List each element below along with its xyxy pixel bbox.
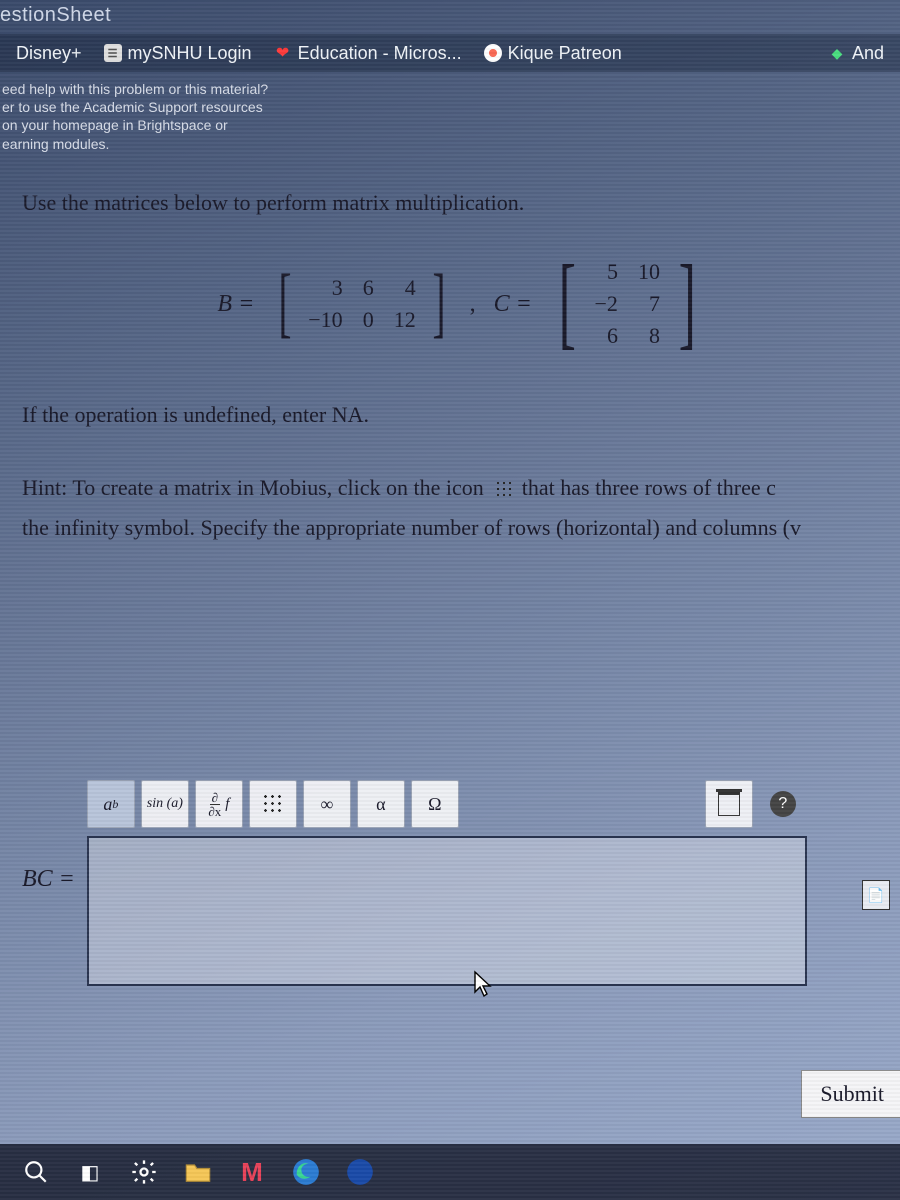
b-cell: 6 bbox=[353, 272, 384, 304]
app-blue-icon[interactable] bbox=[344, 1156, 376, 1188]
patreon-label: Kique Patreon bbox=[508, 43, 622, 64]
bracket-icon: ] bbox=[679, 266, 696, 339]
b-label: B = bbox=[217, 291, 254, 318]
matrix-c: [ 510 −27 68 ] bbox=[550, 256, 705, 352]
b-cell: 3 bbox=[298, 272, 352, 304]
derivative-button[interactable]: ∂∂x f bbox=[195, 780, 243, 828]
disney-label: Disney+ bbox=[16, 43, 82, 64]
settings-icon[interactable] bbox=[128, 1156, 160, 1188]
problem-content: Use the matrices below to perform matrix… bbox=[22, 190, 900, 547]
exp-a: a bbox=[103, 794, 112, 815]
inf-label: ∞ bbox=[320, 794, 333, 815]
matrices-display: B = [ 364 −10012 ] , C = [ 510 −27 68 ] bbox=[22, 256, 900, 352]
delete-button[interactable] bbox=[705, 780, 753, 828]
preview-button[interactable]: 📄 bbox=[862, 880, 890, 910]
instruction-text: Use the matrices below to perform matrix… bbox=[22, 190, 900, 216]
infinity-button[interactable]: ∞ bbox=[303, 780, 351, 828]
answer-label: BC = bbox=[22, 866, 75, 893]
c-label: C = bbox=[494, 291, 532, 318]
matrix-b: [ 364 −10012 ] bbox=[272, 272, 451, 336]
d-bot: ∂x bbox=[208, 805, 221, 818]
matrix-grid-icon bbox=[493, 478, 513, 498]
patreon-icon bbox=[484, 44, 502, 62]
cursor-icon bbox=[472, 970, 494, 998]
submit-button[interactable]: Submit bbox=[801, 1070, 900, 1118]
alpha-label: α bbox=[376, 794, 385, 815]
exponent-button[interactable]: ab bbox=[87, 780, 135, 828]
answer-row: BC = ab sin (a) ∂∂x f ∞ α Ω ? bbox=[22, 780, 900, 986]
trig-button[interactable]: sin (a) bbox=[141, 780, 189, 828]
c-cell: 6 bbox=[585, 320, 628, 352]
bracket-icon: [ bbox=[279, 275, 292, 330]
hint-pre: Hint: To create a matrix in Mobius, clic… bbox=[22, 468, 484, 508]
c-cell: 7 bbox=[628, 288, 670, 320]
hint-post: that has three rows of three c bbox=[522, 468, 776, 508]
omega-button[interactable]: Ω bbox=[411, 780, 459, 828]
taskbar: ◧ M bbox=[0, 1144, 900, 1200]
equation-toolbar: ab sin (a) ∂∂x f ∞ α Ω ? bbox=[87, 780, 807, 828]
heart-icon: ❤ bbox=[274, 44, 292, 62]
help-text: eed help with this problem or this mater… bbox=[0, 76, 310, 157]
exp-b: b bbox=[112, 797, 118, 812]
hint-line-2: the infinity symbol. Specify the appropr… bbox=[22, 508, 900, 548]
snhu-label: mySNHU Login bbox=[128, 43, 252, 64]
b-cell: 0 bbox=[353, 304, 384, 336]
hint-line-1: Hint: To create a matrix in Mobius, clic… bbox=[22, 468, 900, 508]
explorer-icon[interactable] bbox=[182, 1156, 214, 1188]
c-cell: 10 bbox=[628, 256, 670, 288]
doc-icon: ☰ bbox=[104, 44, 122, 62]
c-cell: −2 bbox=[585, 288, 628, 320]
c-cell: 8 bbox=[628, 320, 670, 352]
grid-dots-icon bbox=[262, 793, 284, 815]
edu-label: Education - Micros... bbox=[298, 43, 462, 64]
hint-line2-text: the infinity symbol. Specify the appropr… bbox=[22, 508, 801, 548]
diamond-icon: ◆ bbox=[828, 44, 846, 62]
trig-label: sin (a) bbox=[147, 796, 183, 812]
task-view-icon[interactable]: ◧ bbox=[74, 1156, 106, 1188]
edge-icon[interactable] bbox=[290, 1156, 322, 1188]
bookmark-bar: Disney+ ☰ mySNHU Login ❤ Education - Mic… bbox=[0, 34, 900, 72]
b-cell: −10 bbox=[298, 304, 352, 336]
bookmark-and[interactable]: ◆ And bbox=[820, 39, 892, 68]
and-label: And bbox=[852, 43, 884, 64]
tab-title: estionSheet bbox=[0, 4, 111, 27]
bracket-icon: ] bbox=[432, 275, 445, 330]
bookmark-patreon[interactable]: Kique Patreon bbox=[476, 39, 630, 68]
d-f: f bbox=[225, 796, 229, 813]
b-cell: 12 bbox=[384, 304, 426, 336]
help-button[interactable]: ? bbox=[759, 780, 807, 828]
page-icon: 📄 bbox=[867, 887, 884, 904]
d-top: ∂ bbox=[210, 791, 220, 805]
matrix-button[interactable] bbox=[249, 780, 297, 828]
omega-label: Ω bbox=[428, 794, 441, 815]
b-cell: 4 bbox=[384, 272, 426, 304]
app-m-icon[interactable]: M bbox=[236, 1156, 268, 1188]
help-icon: ? bbox=[770, 791, 796, 817]
undefined-note: If the operation is undefined, enter NA. bbox=[22, 402, 900, 428]
trash-icon bbox=[718, 792, 740, 816]
bracket-icon: [ bbox=[559, 266, 576, 339]
bookmark-snhu[interactable]: ☰ mySNHU Login bbox=[96, 39, 260, 68]
bookmark-disney[interactable]: Disney+ bbox=[8, 39, 90, 68]
comma: , bbox=[470, 291, 476, 318]
c-cell: 5 bbox=[585, 256, 628, 288]
search-icon[interactable] bbox=[20, 1156, 52, 1188]
alpha-button[interactable]: α bbox=[357, 780, 405, 828]
bookmark-education[interactable]: ❤ Education - Micros... bbox=[266, 39, 470, 68]
answer-input[interactable] bbox=[87, 836, 807, 986]
